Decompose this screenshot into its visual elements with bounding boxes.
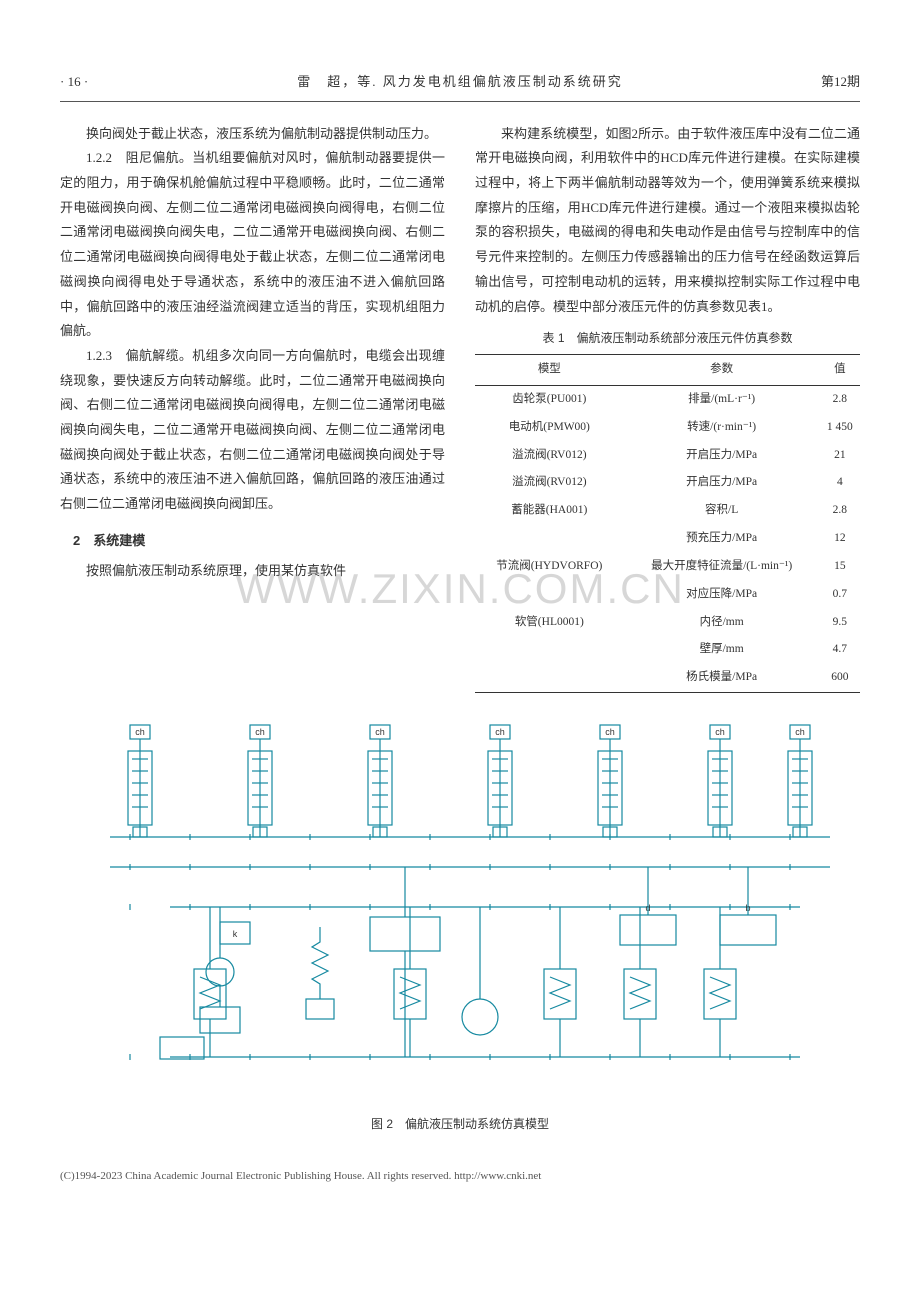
svg-text:ch: ch	[135, 727, 145, 737]
table-cell: 开启压力/MPa	[624, 469, 820, 497]
table-cell: 节流阀(HYDVORFO)	[475, 553, 624, 581]
table-row: 壁厚/mm4.7	[475, 636, 860, 664]
table-cell: 预充压力/MPa	[624, 525, 820, 553]
para-r1: 来构建系统模型，如图2所示。由于软件液压库中没有二位二通常开电磁换向阀，利用软件…	[475, 122, 860, 320]
table1-caption: 表 1 偏航液压制动系统部分液压元件仿真参数	[475, 327, 860, 350]
table1-col2: 值	[820, 354, 860, 385]
heading-122: 1.2.2 阻尼偏航。	[86, 150, 192, 165]
issue-number: 第12期	[760, 70, 860, 95]
right-column: 来构建系统模型，如图2所示。由于软件液压库中没有二位二通常开电磁换向阀，利用软件…	[475, 122, 860, 693]
table-cell: 21	[820, 442, 860, 470]
table-cell: 溢流阀(RV012)	[475, 442, 624, 470]
svg-text:ch: ch	[495, 727, 505, 737]
table-cell: 齿轮泵(PU001)	[475, 385, 624, 413]
table-cell: 0.7	[820, 581, 860, 609]
table-cell: 壁厚/mm	[624, 636, 820, 664]
table-cell: 9.5	[820, 609, 860, 637]
heading-123: 1.2.3 偏航解缆。	[86, 348, 192, 363]
table-cell	[475, 636, 624, 664]
table-cell: 排量/(mL·r⁻¹)	[624, 385, 820, 413]
table-cell: 容积/L	[624, 497, 820, 525]
table-row: 溢流阀(RV012)开启压力/MPa4	[475, 469, 860, 497]
table-cell: 最大开度特征流量/(L·min⁻¹)	[624, 553, 820, 581]
table-cell: 软管(HL0001)	[475, 609, 624, 637]
table-cell: 蓄能器(HA001)	[475, 497, 624, 525]
table-cell	[475, 664, 624, 692]
figure2-caption: 图 2 偏航液压制动系统仿真模型	[60, 1113, 860, 1136]
table-row: 溢流阀(RV012)开启压力/MPa21	[475, 442, 860, 470]
table-cell: 2.8	[820, 497, 860, 525]
table-cell: 1 450	[820, 414, 860, 442]
para-1: 换向阀处于截止状态，液压系统为偏航制动器提供制动压力。	[60, 122, 445, 147]
table-cell: 2.8	[820, 385, 860, 413]
svg-text:k: k	[233, 929, 238, 939]
table1: 模型 参数 值 齿轮泵(PU001)排量/(mL·r⁻¹)2.8电动机(PMW0…	[475, 354, 860, 693]
svg-text:ch: ch	[375, 727, 385, 737]
table-row: 对应压降/MPa0.7	[475, 581, 860, 609]
svg-text:ch: ch	[715, 727, 725, 737]
table-cell: 电动机(PMW00)	[475, 414, 624, 442]
table-row: 蓄能器(HA001)容积/L2.8	[475, 497, 860, 525]
page-header: · 16 · 雷 超，等. 风力发电机组偏航液压制动系统研究 第12期	[60, 70, 860, 102]
table-cell: 杨氏模量/MPa	[624, 664, 820, 692]
page-number: · 16 ·	[60, 70, 160, 95]
table-cell: 15	[820, 553, 860, 581]
table-row: 杨氏模量/MPa600	[475, 664, 860, 692]
figure2: ch ch ch ch ch ch ch	[60, 707, 860, 1136]
table-cell: 转速/(r·min⁻¹)	[624, 414, 820, 442]
svg-text:ch: ch	[605, 727, 615, 737]
table-cell: 4	[820, 469, 860, 497]
table1-header-row: 模型 参数 值	[475, 354, 860, 385]
table-row: 节流阀(HYDVORFO)最大开度特征流量/(L·min⁻¹)15	[475, 553, 860, 581]
table-cell	[475, 525, 624, 553]
table-cell: 对应压降/MPa	[624, 581, 820, 609]
table-cell: 开启压力/MPa	[624, 442, 820, 470]
table-row: 软管(HL0001)内径/mm9.5	[475, 609, 860, 637]
para-123: 1.2.3 偏航解缆。机组多次向同一方向偏航时，电缆会出现缠绕现象，要快速反方向…	[60, 344, 445, 517]
para-122: 1.2.2 阻尼偏航。当机组要偏航对风时，偏航制动器要提供一定的阻力，用于确保机…	[60, 146, 445, 344]
table-cell: 12	[820, 525, 860, 553]
page-footer: (C)1994-2023 China Academic Journal Elec…	[60, 1166, 860, 1187]
table1-col1: 参数	[624, 354, 820, 385]
svg-text:ch: ch	[255, 727, 265, 737]
table-cell	[475, 581, 624, 609]
table-row: 电动机(PMW00)转速/(r·min⁻¹)1 450	[475, 414, 860, 442]
table-cell: 溢流阀(RV012)	[475, 469, 624, 497]
table-cell: 4.7	[820, 636, 860, 664]
para-123-body: 机组多次向同一方向偏航时，电缆会出现缠绕现象，要快速反方向转动解缆。此时，二位二…	[60, 348, 445, 511]
table-cell: 内径/mm	[624, 609, 820, 637]
heading-2: 2 系统建模	[60, 529, 445, 554]
para-122-body: 当机组要偏航对风时，偏航制动器要提供一定的阻力，用于确保机舱偏航过程中平稳顺畅。…	[60, 150, 445, 338]
table-cell: 600	[820, 664, 860, 692]
para-4: 按照偏航液压制动系统原理，使用某仿真软件	[60, 559, 445, 584]
table-row: 齿轮泵(PU001)排量/(mL·r⁻¹)2.8	[475, 385, 860, 413]
figure2-schematic: ch ch ch ch ch ch ch	[60, 707, 860, 1107]
svg-text:ch: ch	[795, 727, 805, 737]
table1-col0: 模型	[475, 354, 624, 385]
left-column: 换向阀处于截止状态，液压系统为偏航制动器提供制动压力。 1.2.2 阻尼偏航。当…	[60, 122, 445, 693]
running-title: 雷 超，等. 风力发电机组偏航液压制动系统研究	[160, 70, 760, 95]
table-row: 预充压力/MPa12	[475, 525, 860, 553]
